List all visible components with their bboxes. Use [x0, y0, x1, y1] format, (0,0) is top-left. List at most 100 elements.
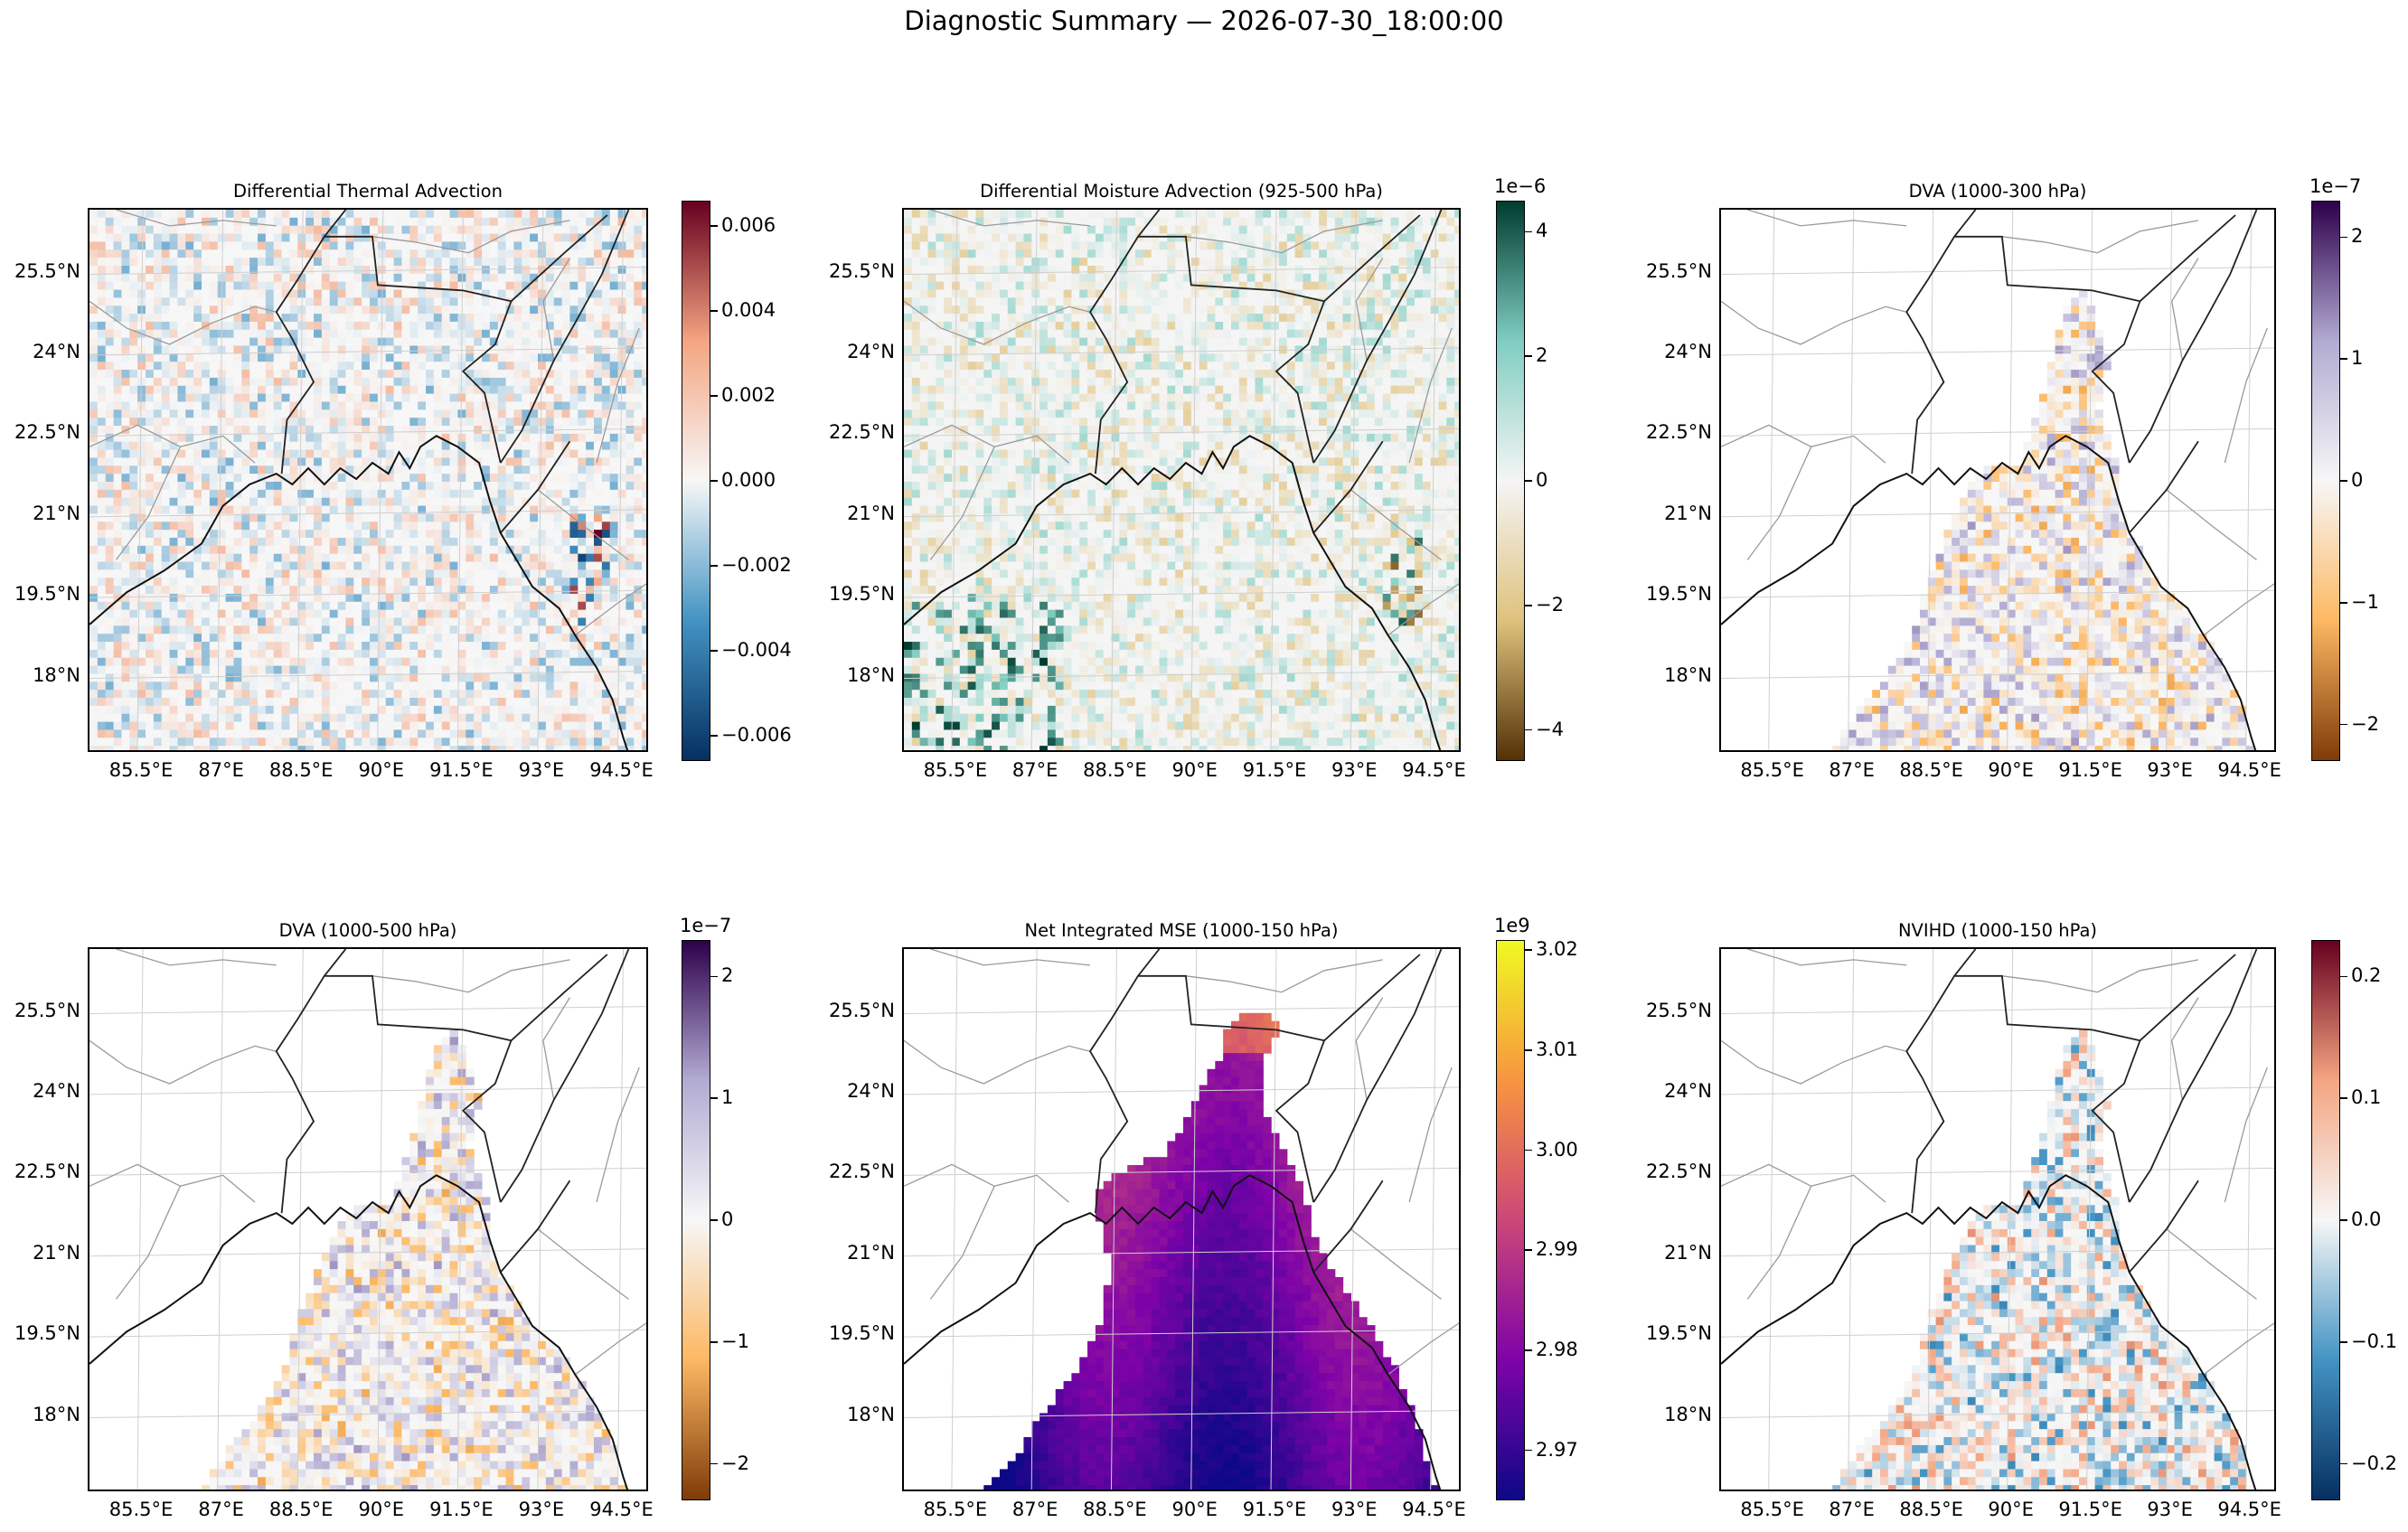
- map-canvas: [904, 210, 1459, 750]
- colorbar-tick: [1525, 230, 1532, 233]
- colorbar-tick-label: 0.002: [721, 384, 776, 407]
- colorbar-tick-label: −0.006: [721, 723, 792, 746]
- coastline: [1721, 1174, 2257, 1490]
- state-border: [115, 1186, 181, 1300]
- state-border: [537, 1228, 629, 1300]
- lon-tick-label: 94.5°E: [589, 1499, 654, 1520]
- colorbar-tick: [2340, 975, 2347, 978]
- lon-tick-label: 85.5°E: [108, 759, 174, 781]
- state-border: [2166, 489, 2257, 560]
- lat-tick-label: 25.5°N: [1646, 999, 1712, 1021]
- lon-tick-label: 87°E: [1011, 759, 1058, 781]
- lon-tick-label: 85.5°E: [108, 1499, 174, 1520]
- field-cells: [89, 210, 646, 750]
- state-border: [929, 1186, 995, 1300]
- state-border: [116, 210, 277, 227]
- colorbar-tick-label: 2: [2351, 225, 2364, 248]
- colorbar-tick: [710, 1462, 718, 1465]
- colorbar-tick-label: 3.00: [1536, 1138, 1578, 1161]
- country-border: [2128, 949, 2258, 1203]
- country-border: [2129, 1180, 2199, 1274]
- country-border: [1312, 210, 1443, 464]
- state-border: [930, 949, 1091, 966]
- lon-tick-label: 87°E: [1829, 759, 1875, 781]
- country-border: [1905, 235, 2141, 475]
- colorbar-tick: [710, 1341, 718, 1343]
- state-border: [542, 997, 570, 1101]
- lat-tick-label: 18°N: [1664, 663, 1712, 686]
- country-border: [275, 235, 513, 475]
- state-border: [1721, 424, 1886, 464]
- state-border: [2203, 1322, 2274, 1376]
- colorbar-tick-label: −0.1: [2351, 1330, 2397, 1352]
- state-border: [2001, 959, 2199, 993]
- lon-tick-label: 90°E: [1988, 1499, 2034, 1520]
- colorbar-tick-label: −1: [2351, 590, 2379, 613]
- lon-tick-label: 88.5°E: [268, 759, 334, 781]
- state-border: [1408, 327, 1453, 464]
- state-border: [1721, 1039, 1907, 1085]
- colorbar-tick: [2340, 1462, 2347, 1465]
- country-border: [1312, 1180, 1384, 1274]
- country-border: [275, 974, 513, 1214]
- lon-tick-label: 91.5°E: [2058, 1499, 2122, 1520]
- map-panel: [902, 947, 1461, 1491]
- state-border: [929, 446, 995, 560]
- lat-tick-label: 19.5°N: [14, 1322, 80, 1345]
- country-border: [1323, 214, 1421, 302]
- colorbar-tick: [1525, 1249, 1532, 1251]
- colorbar-exponent: 1e9: [1494, 915, 1530, 936]
- lat-tick-label: 18°N: [847, 663, 895, 686]
- lon-tick-label: 94.5°E: [2217, 1499, 2281, 1520]
- lat-tick-label: 18°N: [847, 1403, 895, 1425]
- panel-title: NVIHD (1000-150 hPa): [1897, 920, 2098, 941]
- colorbar-tick-label: 0.006: [721, 214, 776, 237]
- colorbar-tick-label: 0.000: [721, 469, 776, 491]
- colorbar-tick-label: 1: [2351, 347, 2364, 370]
- colorbar-tick: [2340, 1219, 2347, 1221]
- state-border: [115, 446, 181, 560]
- colorbar-tick-label: 0.2: [2351, 964, 2382, 987]
- lon-tick-label: 88.5°E: [1899, 1499, 1963, 1520]
- gridlines: [89, 210, 646, 750]
- colorbar-tick-label: −0.004: [721, 638, 792, 661]
- state-border: [1185, 220, 1383, 254]
- state-border: [89, 1039, 277, 1085]
- field-cells: [202, 1029, 627, 1490]
- lat-tick-label: 22.5°N: [829, 421, 895, 444]
- country-border: [510, 214, 608, 302]
- colorbar-tick: [2340, 480, 2347, 482]
- country-border: [2129, 440, 2199, 534]
- state-border: [2171, 997, 2199, 1101]
- country-border: [500, 440, 571, 534]
- coastline: [89, 435, 629, 750]
- field-cells: [1832, 289, 2255, 750]
- colorbar-tick-label: 0.004: [721, 299, 776, 322]
- field-cells: [1832, 1029, 2255, 1490]
- gridlines: [1721, 210, 2274, 750]
- state-border: [574, 583, 646, 636]
- lon-tick-label: 87°E: [198, 1499, 244, 1520]
- country-border: [2139, 214, 2236, 302]
- state-border: [537, 489, 629, 560]
- lat-tick-label: 19.5°N: [14, 583, 80, 606]
- lat-tick-label: 18°N: [33, 663, 80, 686]
- state-border: [1355, 997, 1384, 1101]
- colorbar-tick: [710, 395, 718, 397]
- map-panel: [88, 947, 648, 1491]
- colorbar-tick-label: −1: [721, 1330, 749, 1352]
- state-border: [1350, 489, 1442, 560]
- lat-tick-label: 21°N: [33, 1241, 80, 1264]
- gridlines: [904, 210, 1459, 750]
- colorbar-tick: [1525, 355, 1532, 357]
- field-cells: [983, 1012, 1440, 1490]
- lat-tick-label: 25.5°N: [829, 259, 895, 282]
- country-border: [499, 949, 630, 1203]
- panel-title: Differential Thermal Advection: [233, 181, 503, 202]
- figure-title: Diagnostic Summary — 2026-07-30_18:00:00: [904, 5, 1504, 36]
- lat-tick-label: 25.5°N: [14, 259, 80, 282]
- coastline: [89, 1174, 629, 1490]
- map-canvas: [1721, 210, 2274, 750]
- lat-tick-label: 19.5°N: [1646, 1322, 1712, 1345]
- state-border: [574, 1322, 646, 1376]
